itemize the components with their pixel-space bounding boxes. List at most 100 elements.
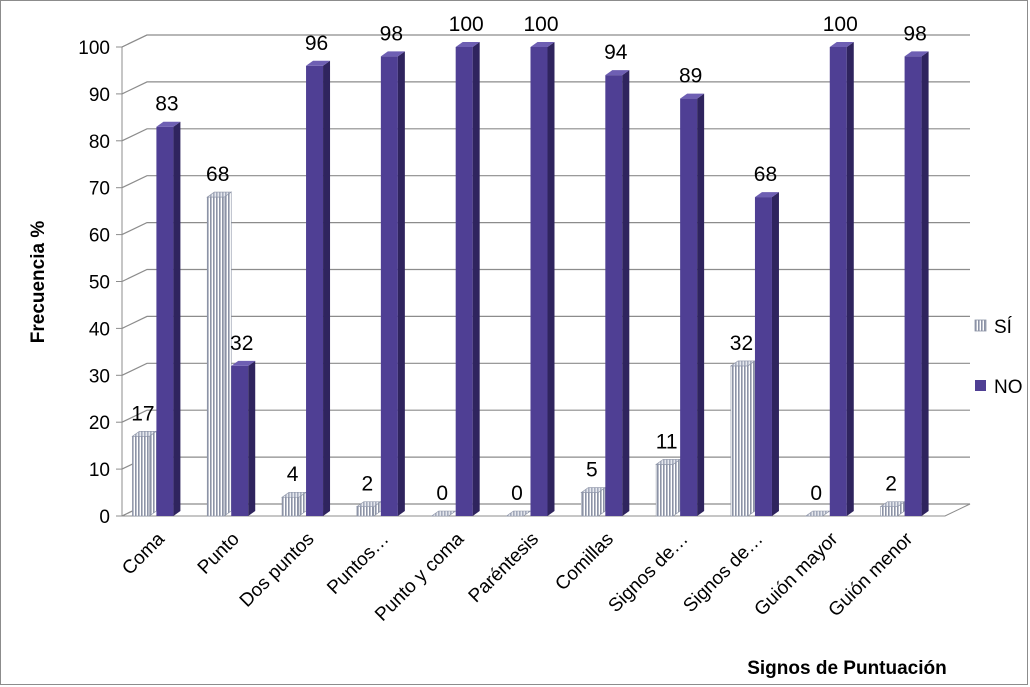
- data-label: 2: [362, 473, 374, 496]
- data-label: 11: [656, 430, 678, 453]
- y-tick-label: 100: [78, 38, 110, 59]
- bar-side: [472, 42, 480, 516]
- bar-front: [281, 496, 300, 517]
- bar-front: [904, 56, 922, 516]
- data-label: 94: [604, 41, 628, 64]
- bar-no: [904, 51, 929, 516]
- bar-side: [771, 192, 779, 516]
- x-category-label: Puntos…: [323, 529, 393, 599]
- legend-label-no: NO: [994, 377, 1023, 398]
- bar-side: [547, 42, 555, 516]
- y-tick-label: 60: [89, 226, 110, 247]
- data-label: 89: [679, 65, 702, 88]
- bar-top: [206, 191, 233, 198]
- data-label: 0: [810, 482, 822, 505]
- y-tick-label: 50: [89, 273, 110, 294]
- bar-front: [132, 435, 150, 517]
- bar-side: [697, 93, 705, 516]
- legend-swatch-si: [974, 319, 987, 332]
- bar-front: [581, 492, 599, 517]
- bar-front: [829, 47, 847, 516]
- bar-top: [380, 51, 405, 57]
- data-label: 98: [380, 22, 403, 45]
- bar-front: [605, 75, 623, 516]
- y-tick-label: 20: [89, 413, 110, 434]
- y-tick-labels: 0 10 20 30 40 50 60 70 80 90 100: [78, 38, 110, 528]
- data-label: 4: [287, 463, 299, 486]
- bar-side: [323, 60, 331, 516]
- gridline: [121, 81, 970, 95]
- bar-si: [655, 458, 682, 517]
- y-tick-label: 70: [89, 179, 110, 200]
- bar-no: [680, 93, 705, 516]
- x-category-label: Signos de…: [605, 529, 693, 617]
- bar-side: [173, 121, 181, 516]
- bar-front: [655, 464, 674, 517]
- bar-front: [754, 197, 772, 516]
- data-label: 2: [885, 473, 897, 496]
- data-label: 5: [586, 459, 598, 482]
- data-label: 100: [449, 13, 484, 36]
- bar-top: [754, 192, 779, 198]
- bar-si: [131, 430, 158, 517]
- y-tick-label: 10: [89, 460, 110, 481]
- bar-no: [306, 60, 331, 516]
- bar-front: [156, 126, 174, 516]
- bar-si: [580, 486, 607, 517]
- bar-no: [231, 360, 256, 516]
- bar-no: [380, 51, 405, 516]
- data-label: 83: [155, 93, 178, 116]
- data-label: 32: [230, 332, 253, 355]
- bar-top: [605, 70, 630, 76]
- bar-front: [880, 506, 898, 517]
- bars: [131, 42, 929, 517]
- x-category-label: Coma: [118, 528, 169, 579]
- bar-top: [156, 121, 181, 127]
- bar-side: [149, 430, 157, 517]
- bar-side: [846, 42, 854, 516]
- data-label: 68: [754, 163, 777, 186]
- legend-swatch-no: [975, 380, 986, 391]
- bar-front: [455, 47, 473, 516]
- bar-top: [829, 42, 854, 47]
- bar-top: [530, 42, 555, 47]
- y-tick-label: 80: [89, 132, 110, 153]
- data-label: 96: [305, 32, 328, 55]
- bar-side: [921, 51, 929, 516]
- bar-si: [281, 491, 307, 517]
- y-tick-label: 30: [89, 366, 110, 387]
- x-category-label: Comillas: [551, 529, 617, 595]
- data-label: 100: [523, 13, 558, 36]
- legend-label-si: SÍ: [994, 317, 1013, 338]
- bar-front: [730, 365, 749, 517]
- y-tick-label: 40: [89, 319, 110, 340]
- bar-no: [455, 42, 480, 516]
- bar-si: [355, 501, 382, 517]
- bar-no: [605, 70, 630, 516]
- bar-side: [672, 458, 681, 517]
- bar-front: [530, 47, 548, 516]
- y-tick-label: 0: [99, 507, 110, 528]
- bar-no: [530, 42, 555, 516]
- data-labels: 17 83 68 32 4 96 2 98 0 100 0 100 5 94 11 89 32 68 0 100 2 98: [131, 13, 927, 505]
- data-label: 100: [823, 13, 858, 36]
- bar-side: [248, 360, 256, 516]
- bar-front: [231, 365, 249, 516]
- bar-si: [206, 191, 233, 517]
- bar-top: [680, 93, 705, 99]
- y-axis-title: Frecuencia %: [28, 221, 49, 344]
- bar-top: [455, 42, 480, 47]
- bar-side: [622, 70, 630, 516]
- data-label: 0: [436, 482, 448, 505]
- x-axis-title: Signos de Puntuación: [747, 658, 947, 679]
- x-category-label: Punto: [194, 529, 244, 579]
- bar-front: [306, 65, 324, 516]
- bar-front: [380, 56, 398, 516]
- data-label: 98: [903, 22, 926, 45]
- bar-top: [306, 60, 331, 66]
- x-category-label: Dos puntos: [236, 529, 319, 612]
- y-tick-label: 90: [89, 85, 110, 106]
- gridline: [121, 34, 970, 48]
